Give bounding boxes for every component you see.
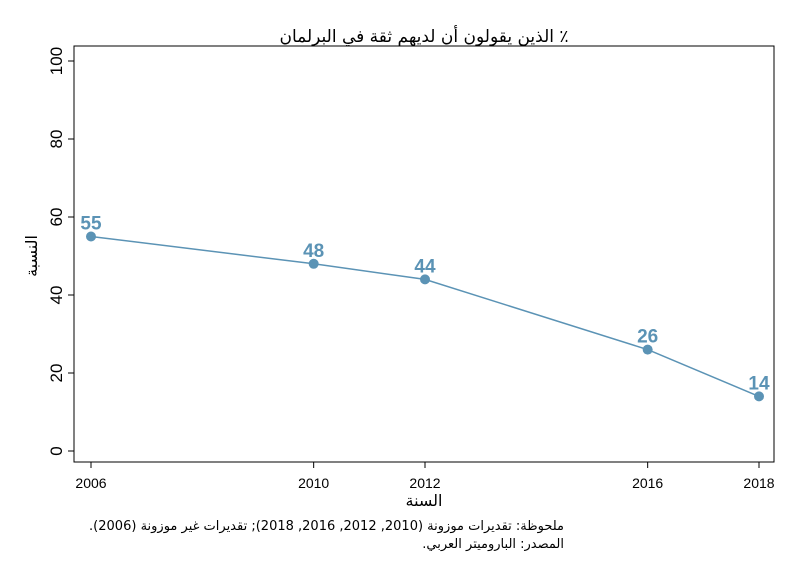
data-point xyxy=(642,344,653,355)
x-axis-label: السنة xyxy=(406,491,443,510)
data-point xyxy=(308,258,319,269)
y-tick-label: 0 xyxy=(47,446,66,455)
data-point xyxy=(86,231,96,242)
source-line: المصدر: الباروميتر العربي. xyxy=(422,537,564,552)
y-tick-label: 100 xyxy=(47,47,66,75)
data-label: 48 xyxy=(303,241,324,262)
y-axis-label: النسبة xyxy=(22,235,41,277)
note-line: ملحوظة: تقديرات موزونة (2010, 2012, 2016… xyxy=(89,519,564,534)
y-axis: 0 20 40 60 80 100 xyxy=(47,47,74,456)
plot-area xyxy=(73,45,775,463)
y-tick-label: 80 xyxy=(47,130,66,149)
data-point xyxy=(754,391,764,402)
x-tick-label: 2012 xyxy=(409,475,440,491)
data-label: 14 xyxy=(748,373,770,394)
x-tick-label: 2010 xyxy=(298,475,329,491)
x-axis: 2006 2010 2012 2016 2018 xyxy=(75,462,775,491)
x-tick-label: 2016 xyxy=(632,475,663,491)
x-tick-label: 2018 xyxy=(743,475,774,491)
x-tick-label: 2006 xyxy=(75,475,106,491)
y-tick-label: 20 xyxy=(47,364,66,383)
y-tick-label: 60 xyxy=(47,208,66,227)
data-label: 55 xyxy=(80,214,102,235)
data-point xyxy=(420,274,430,285)
data-label: 26 xyxy=(637,327,658,348)
data-points xyxy=(86,231,764,402)
chart-title: ٪ الذين يقولون أن لديهم ثقة في البرلمان xyxy=(279,25,568,47)
data-labels: 55 48 44 26 14 xyxy=(80,214,770,395)
y-tick-label: 40 xyxy=(47,286,66,305)
data-label: 44 xyxy=(414,256,436,277)
